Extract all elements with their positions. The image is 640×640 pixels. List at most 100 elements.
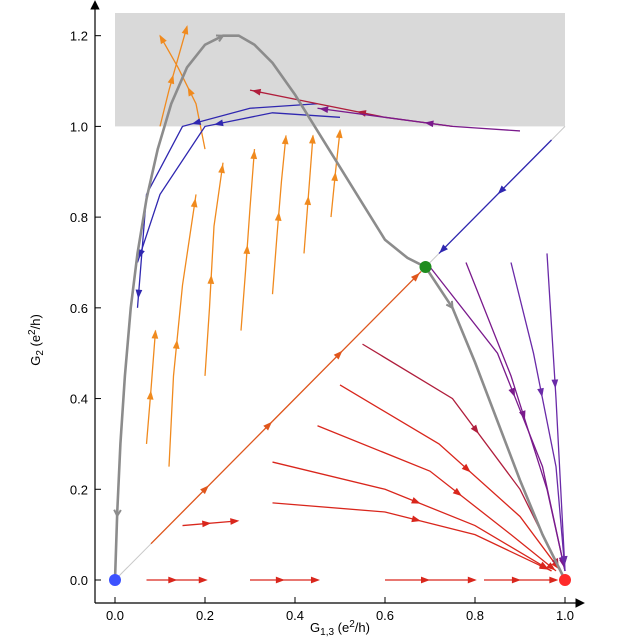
x-tick-label: 0.0 — [106, 608, 124, 623]
flow-arrow — [331, 171, 338, 182]
flow-trace — [303, 135, 314, 254]
flow-arrow — [181, 25, 189, 35]
flow-arrow — [202, 520, 212, 528]
x-tick-label: 1.0 — [556, 608, 574, 623]
flow-arrow — [470, 424, 479, 434]
flow-arrow — [537, 387, 544, 398]
flow-arrow — [411, 497, 421, 504]
x-tick-label: 0.6 — [376, 608, 394, 623]
flow-arrow — [135, 289, 143, 299]
flow-trace — [159, 26, 188, 127]
flow-arrow — [167, 74, 175, 85]
flow-arrow — [452, 487, 462, 497]
y-tick-label: 1.0 — [70, 119, 88, 134]
flow-trace — [168, 194, 197, 467]
flow-trace — [546, 253, 566, 571]
separatrix-arrow-top — [215, 34, 225, 43]
flow-arrow — [410, 272, 420, 282]
shaded-region — [115, 13, 565, 127]
flow-arrow — [151, 329, 159, 339]
flow-trace — [271, 135, 287, 295]
flow-trace — [317, 425, 557, 572]
flow-arrow — [551, 379, 559, 389]
flow-arrow — [310, 576, 320, 584]
flow-trace — [272, 461, 552, 572]
flow-arrow — [243, 244, 251, 255]
y-tick-label: 1.2 — [70, 29, 88, 44]
separatrix-curve — [113, 34, 567, 581]
flow-trace — [362, 343, 562, 572]
flow-trace — [150, 420, 273, 545]
flow-arrow — [191, 118, 202, 125]
flow-arrow — [424, 120, 434, 128]
x-tick-label: 0.2 — [196, 608, 214, 623]
flow-trace — [510, 262, 566, 571]
y-ticks: 0.0 0.2 0.4 0.6 0.8 1.0 1.2 — [70, 29, 101, 588]
flow-arrow — [309, 134, 316, 144]
flow-arrow — [230, 518, 240, 525]
y-tick-label: 0.6 — [70, 301, 88, 316]
flow-trace — [136, 103, 318, 308]
flow-arrow — [250, 149, 258, 160]
flow-trace — [159, 35, 206, 150]
flow-arrow — [218, 163, 225, 174]
flow-arrow — [190, 198, 198, 208]
flow-arrow — [207, 274, 215, 284]
flow-arrow — [159, 34, 167, 45]
y-axis-label: G2 (e2/h) — [27, 314, 46, 366]
separatrix-arrow-down — [113, 509, 122, 519]
fixed-point — [559, 574, 571, 586]
flow-arrow — [539, 561, 549, 570]
flow-arrow — [497, 185, 507, 195]
flow-arrow — [251, 88, 262, 96]
flow-trace — [330, 130, 341, 218]
fixed-points — [109, 261, 571, 586]
flow-trace — [240, 149, 256, 331]
flow-arrow — [549, 576, 559, 584]
flow-arrow — [333, 350, 343, 360]
flow-trace — [438, 139, 552, 254]
arrow-traces — [135, 25, 568, 584]
flow-arrow — [519, 410, 526, 420]
fixed-point — [419, 261, 432, 274]
x-ticks: 0.0 0.2 0.4 0.6 0.8 1.0 — [106, 597, 574, 623]
separatrix-arrows — [113, 34, 454, 519]
flow-arrow — [439, 244, 448, 254]
flow-trace — [272, 271, 422, 422]
flow-arrow — [214, 119, 224, 127]
flow-arrow — [335, 128, 343, 139]
fixed-point — [109, 574, 121, 586]
y-tick-label: 0.0 — [70, 573, 88, 588]
x-axis-label: G1,3 (e2/h) — [310, 619, 370, 638]
flow-arrow — [511, 576, 521, 584]
flow-arrow — [146, 390, 154, 400]
flow-trace — [145, 330, 157, 444]
flow-trace — [339, 384, 562, 572]
flow-arrow — [467, 576, 477, 584]
flow-arrow — [560, 555, 568, 566]
flow-arrow — [461, 463, 471, 473]
x-tick-label: 0.4 — [286, 608, 304, 623]
flow-trace — [136, 112, 341, 263]
flow-trace — [465, 262, 566, 572]
separatrix-arrow-right — [445, 300, 454, 310]
flow-arrow — [421, 576, 430, 584]
flow-arrow — [187, 86, 195, 97]
flow-arrow — [304, 195, 312, 206]
flow-trace — [272, 502, 552, 572]
y-tick-label: 0.2 — [70, 482, 88, 497]
flow-arrow — [172, 339, 180, 349]
flow-arrow — [546, 562, 556, 571]
flow-arrow — [274, 211, 282, 221]
x-tick-label: 0.8 — [466, 608, 484, 623]
flow-trace — [204, 162, 224, 376]
flow-arrow — [200, 485, 209, 495]
flow-arrow — [319, 106, 329, 114]
y-tick-label: 0.4 — [70, 392, 88, 407]
flow-arrow — [281, 135, 289, 145]
flow-arrow — [198, 576, 208, 584]
flow-arrow — [263, 421, 273, 431]
flow-trace — [317, 107, 521, 132]
flow-arrow — [508, 387, 515, 398]
flow-arrow — [275, 576, 285, 584]
